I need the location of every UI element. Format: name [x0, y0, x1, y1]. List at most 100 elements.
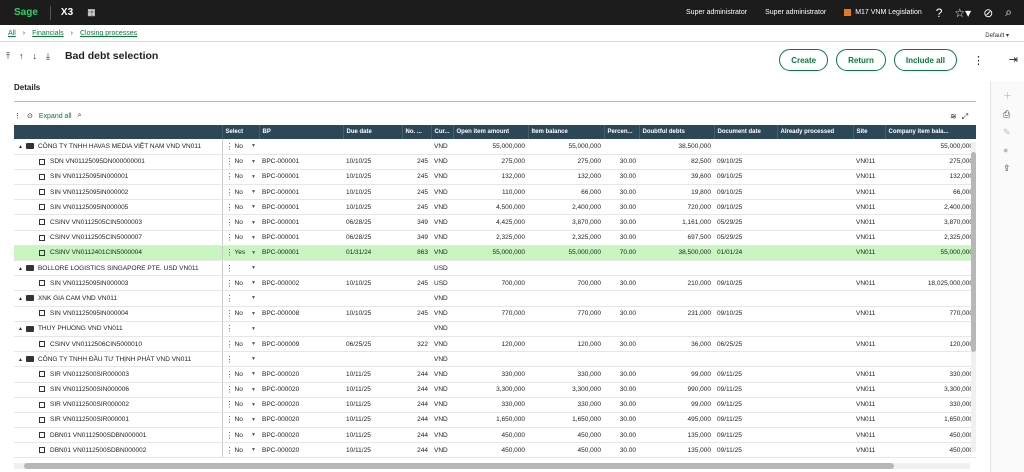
select-dropdown[interactable]: ⋮ No ▼ [222, 184, 259, 201]
row-menu-icon[interactable]: ⋮ [225, 278, 234, 288]
row-description[interactable]: CSINV VN0112505CIN5000003 [14, 214, 223, 231]
expand-icon[interactable]: ⤢ [961, 112, 969, 121]
row-menu-icon[interactable]: ⋮ [225, 385, 234, 395]
row-description[interactable]: SIN VN01125095IN000004 [14, 306, 223, 322]
row-menu-icon[interactable]: ⋮ [225, 233, 234, 243]
select-dropdown[interactable]: ⋮ ▼ [222, 290, 259, 307]
table-row[interactable]: SIN VN01125095IN000005 ⋮ No ▼ BPC-000001 10/1… [14, 199, 976, 216]
row-description[interactable]: SIR VN0112500SIR000001 [14, 412, 223, 429]
chevron-down-icon[interactable]: ▼ [251, 371, 256, 378]
table-row[interactable]: DBN01 VN0112500SDBN000001 ⋮ No ▼ BPC-000020 1… [14, 427, 976, 444]
column-header[interactable]: Company item bala... [885, 125, 976, 139]
row-description[interactable]: ▲ BOLLORE LOGISTICS SINGAPORE PTE. USD VN… [14, 260, 223, 277]
table-row[interactable]: CSINV VN0112506CIN5000010 ⋮ No ▼ BPC-000009 0… [14, 336, 976, 353]
row-description[interactable]: CSINV VN0112401CIN5000004 [14, 245, 223, 262]
row-description[interactable]: SIN VN0112500SIN000006 [14, 382, 223, 398]
view-selector[interactable]: Default ▾ [985, 33, 1009, 39]
chevron-down-icon[interactable]: ▼ [251, 341, 256, 348]
group-row[interactable]: ▲ CÔNG TY TNHH HAVAS MEDIA VIỆT NAM VND V… [14, 139, 976, 155]
table-row[interactable]: SIR VN0112500SIR000003 ⋮ No ▼ BPC-000020 10/1… [14, 366, 976, 383]
column-header[interactable]: Item balance [528, 125, 605, 139]
select-dropdown[interactable]: ⋮ No ▼ [222, 214, 259, 231]
select-dropdown[interactable]: ⋮ No ▼ [222, 427, 259, 444]
vertical-scrollbar[interactable] [971, 142, 976, 452]
row-menu-icon[interactable]: ⋮ [225, 324, 234, 334]
row-description[interactable]: DBN01 VN0112500SDBN000001 [14, 427, 223, 444]
row-description[interactable]: SIN VN01125095IN000001 [14, 169, 223, 186]
row-description[interactable]: SIN VN01125095IN000002 [14, 184, 223, 201]
table-row[interactable]: CSINV VN0112505CIN5000007 ⋮ No ▼ BPC-000001 0… [14, 230, 976, 246]
comment-icon[interactable]: ● [1003, 145, 1009, 155]
print-icon[interactable]: ⎙ [1003, 109, 1011, 119]
chevron-down-icon[interactable]: ▼ [251, 173, 256, 180]
table-row[interactable]: SIR VN0112500SIR000002 ⋮ No ▼ BPC-000020 10/1… [14, 397, 976, 413]
first-record-icon[interactable]: ⤒ [6, 50, 10, 61]
chevron-down-icon[interactable]: ▼ [251, 432, 256, 439]
chevron-down-icon[interactable]: ▼ [251, 143, 256, 150]
user-role[interactable]: Super administrator [765, 9, 827, 16]
chevron-down-icon[interactable]: ▼ [251, 416, 256, 423]
select-dropdown[interactable]: ⋮ No ▼ [222, 442, 259, 459]
chevron-down-icon[interactable]: ▼ [251, 189, 256, 196]
select-dropdown[interactable]: ⋮ No ▼ [222, 199, 259, 216]
scroll-thumb[interactable] [971, 152, 976, 352]
group-row[interactable]: ▲ BOLLORE LOGISTICS SINGAPORE PTE. USD VN… [14, 260, 976, 277]
select-dropdown[interactable]: ⋮ No ▼ [222, 336, 259, 353]
select-dropdown[interactable]: ⋮ No ▼ [222, 230, 259, 246]
calendar-icon[interactable]: ▦ [87, 7, 96, 17]
column-header[interactable]: No. ... [402, 125, 432, 139]
chevron-down-icon[interactable]: ▼ [251, 447, 256, 454]
row-description[interactable]: SDN VN01125095DN000000001 [14, 154, 223, 170]
folder-selector[interactable]: M17 VNM Legislation [844, 9, 922, 16]
compass-icon[interactable]: ⊘ [983, 5, 994, 20]
star-icon[interactable]: ☆▾ [954, 5, 972, 20]
select-dropdown[interactable]: ⋮ No ▼ [222, 382, 259, 398]
select-dropdown[interactable]: ⋮ ▼ [222, 260, 259, 277]
row-menu-icon[interactable]: ⋮ [225, 309, 234, 319]
chevron-down-icon[interactable]: ▼ [251, 356, 256, 363]
chevron-down-icon[interactable]: ▼ [251, 295, 256, 302]
row-menu-icon[interactable]: ⋮ [225, 141, 234, 151]
breadcrumb-financials[interactable]: Financials [32, 30, 64, 37]
chevron-down-icon[interactable]: ▼ [251, 280, 256, 287]
select-dropdown[interactable]: ⋮ No ▼ [222, 169, 259, 186]
row-description[interactable]: SIR VN0112500SIR000002 [14, 397, 223, 413]
table-row[interactable]: SDN VN01125095DN000000001 ⋮ No ▼ BPC-000001 1… [14, 154, 976, 170]
chevron-down-icon[interactable]: ▼ [251, 265, 256, 272]
chevron-down-icon[interactable]: ▼ [251, 325, 256, 332]
table-row[interactable]: CSINV VN0112505CIN5000003 ⋮ No ▼ BPC-000001 0… [14, 214, 976, 231]
row-menu-icon[interactable]: ⋮ [225, 187, 234, 197]
select-dropdown[interactable]: ⋮ ▼ [222, 321, 259, 337]
select-dropdown[interactable]: ⋮ Yes ▼ [222, 245, 259, 262]
breadcrumb-closing-processes[interactable]: Closing processes [79, 30, 138, 37]
collapse-icon[interactable]: ▲ [18, 326, 23, 333]
select-dropdown[interactable]: ⋮ No ▼ [222, 154, 259, 170]
include-all-button[interactable]: Include all [893, 49, 957, 71]
select-dropdown[interactable]: ⋮ No ▼ [222, 275, 259, 292]
row-description[interactable]: SIN VN01125095IN000003 [14, 275, 223, 292]
row-menu-icon[interactable]: ⋮ [225, 293, 234, 303]
row-menu-icon[interactable]: ⋮ [225, 430, 234, 440]
table-row[interactable]: SIR VN0112500SIR000001 ⋮ No ▼ BPC-000020 10/1… [14, 412, 976, 429]
row-description[interactable]: CSINV VN0112505CIN5000007 [14, 230, 223, 246]
table-row[interactable]: CSINV VN0112401CIN5000004 ⋮ Yes ▼ BPC-000001… [14, 245, 976, 262]
column-header[interactable] [14, 125, 223, 139]
row-menu-icon[interactable]: ⋮ [225, 354, 234, 364]
chevron-down-icon[interactable]: ▼ [251, 401, 256, 408]
row-menu-icon[interactable]: ⋮ [225, 369, 234, 379]
more-actions-icon[interactable]: ⋮ [973, 54, 984, 67]
row-description[interactable]: SIR VN0112500SIR000003 [14, 366, 223, 383]
row-description[interactable]: ▲ XNK GIA CAM VND VN011 [14, 290, 223, 307]
row-description[interactable]: SIN VN01125095IN000005 [14, 199, 223, 216]
search-icon[interactable]: ⌕ [1005, 5, 1012, 19]
row-description[interactable]: ▲ THUY PHUONG VND VN011 [14, 321, 223, 337]
previous-record-icon[interactable]: ↑ [18, 51, 24, 61]
chevron-down-icon[interactable]: ▼ [251, 249, 257, 256]
row-menu-icon[interactable]: ⋮ [225, 415, 234, 425]
collapse-icon[interactable]: ▲ [18, 295, 23, 302]
exit-icon[interactable]: ⇥ [1008, 54, 1018, 66]
group-row[interactable]: ▲ CÔNG TY TNHH ĐẦU TƯ THỊNH PHÁT VND VN01… [14, 351, 976, 368]
select-dropdown[interactable]: ⋮ No ▼ [222, 366, 259, 383]
return-button[interactable]: Return [836, 49, 886, 71]
select-dropdown[interactable]: ⋮ No ▼ [222, 397, 259, 413]
